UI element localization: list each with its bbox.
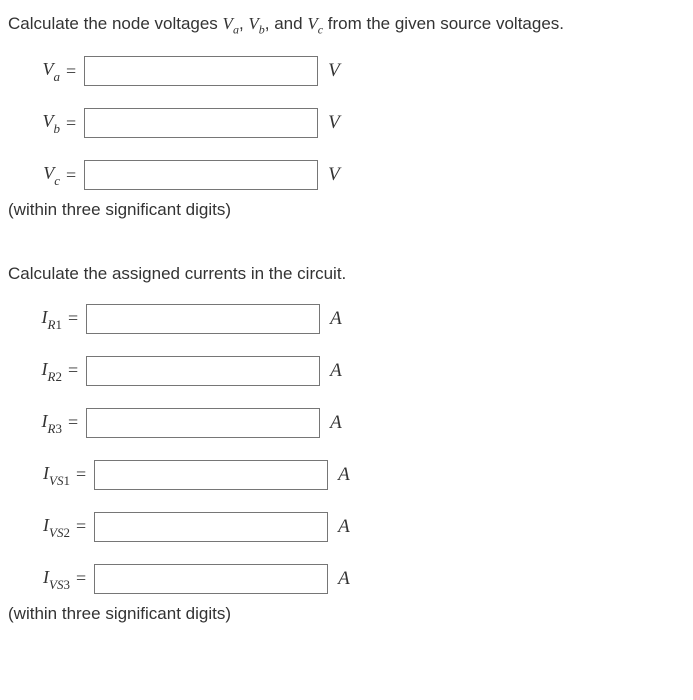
- equals-sign: =: [76, 464, 86, 485]
- voltage-input-c[interactable]: [84, 160, 318, 190]
- section2-note: (within three significant digits): [8, 604, 685, 624]
- section2-prompt: Calculate the assigned currents in the c…: [8, 262, 685, 286]
- prompt-vb: Vb: [248, 14, 264, 33]
- current-label: IR2: [8, 359, 62, 384]
- current-row: IR3 = A: [8, 408, 685, 438]
- prompt-text: , and: [265, 14, 308, 33]
- current-row: IVS3 = A: [8, 564, 685, 594]
- section1-prompt: Calculate the node voltages Va, Vb, and …: [8, 12, 685, 38]
- current-label: IVS3: [8, 567, 70, 592]
- current-label: IVS1: [8, 463, 70, 488]
- voltage-label: Va: [8, 59, 60, 84]
- voltage-label: Vc: [8, 163, 60, 188]
- voltage-input-b[interactable]: [84, 108, 318, 138]
- voltage-row: Vb = V: [8, 108, 685, 138]
- voltage-row: Va = V: [8, 56, 685, 86]
- current-row: IR2 = A: [8, 356, 685, 386]
- equals-sign: =: [66, 113, 76, 134]
- unit-label: A: [338, 568, 350, 590]
- prompt-text: Calculate the node voltages: [8, 14, 223, 33]
- voltage-label: Vb: [8, 111, 60, 136]
- current-input-r2[interactable]: [86, 356, 320, 386]
- current-input-vs1[interactable]: [94, 460, 328, 490]
- current-input-r1[interactable]: [86, 304, 320, 334]
- current-label: IVS2: [8, 515, 70, 540]
- current-row: IVS2 = A: [8, 512, 685, 542]
- prompt-va: Va: [223, 14, 239, 33]
- equals-sign: =: [68, 308, 78, 329]
- current-label: IR3: [8, 411, 62, 436]
- unit-label: A: [330, 308, 342, 330]
- equals-sign: =: [76, 516, 86, 537]
- prompt-text: from the given source voltages.: [323, 14, 564, 33]
- unit-label: V: [328, 60, 340, 82]
- equals-sign: =: [68, 360, 78, 381]
- unit-label: V: [328, 112, 340, 134]
- prompt-vc: Vc: [307, 14, 323, 33]
- current-input-r3[interactable]: [86, 408, 320, 438]
- equals-sign: =: [66, 61, 76, 82]
- equals-sign: =: [68, 412, 78, 433]
- voltage-row: Vc = V: [8, 160, 685, 190]
- voltage-input-a[interactable]: [84, 56, 318, 86]
- unit-label: V: [328, 164, 340, 186]
- current-row: IR1 = A: [8, 304, 685, 334]
- current-input-vs2[interactable]: [94, 512, 328, 542]
- unit-label: A: [330, 360, 342, 382]
- section1-note: (within three significant digits): [8, 200, 685, 220]
- current-input-vs3[interactable]: [94, 564, 328, 594]
- current-row: IVS1 = A: [8, 460, 685, 490]
- unit-label: A: [330, 412, 342, 434]
- unit-label: A: [338, 516, 350, 538]
- equals-sign: =: [66, 165, 76, 186]
- unit-label: A: [338, 464, 350, 486]
- equals-sign: =: [76, 568, 86, 589]
- prompt-text: ,: [239, 14, 248, 33]
- current-label: IR1: [8, 307, 62, 332]
